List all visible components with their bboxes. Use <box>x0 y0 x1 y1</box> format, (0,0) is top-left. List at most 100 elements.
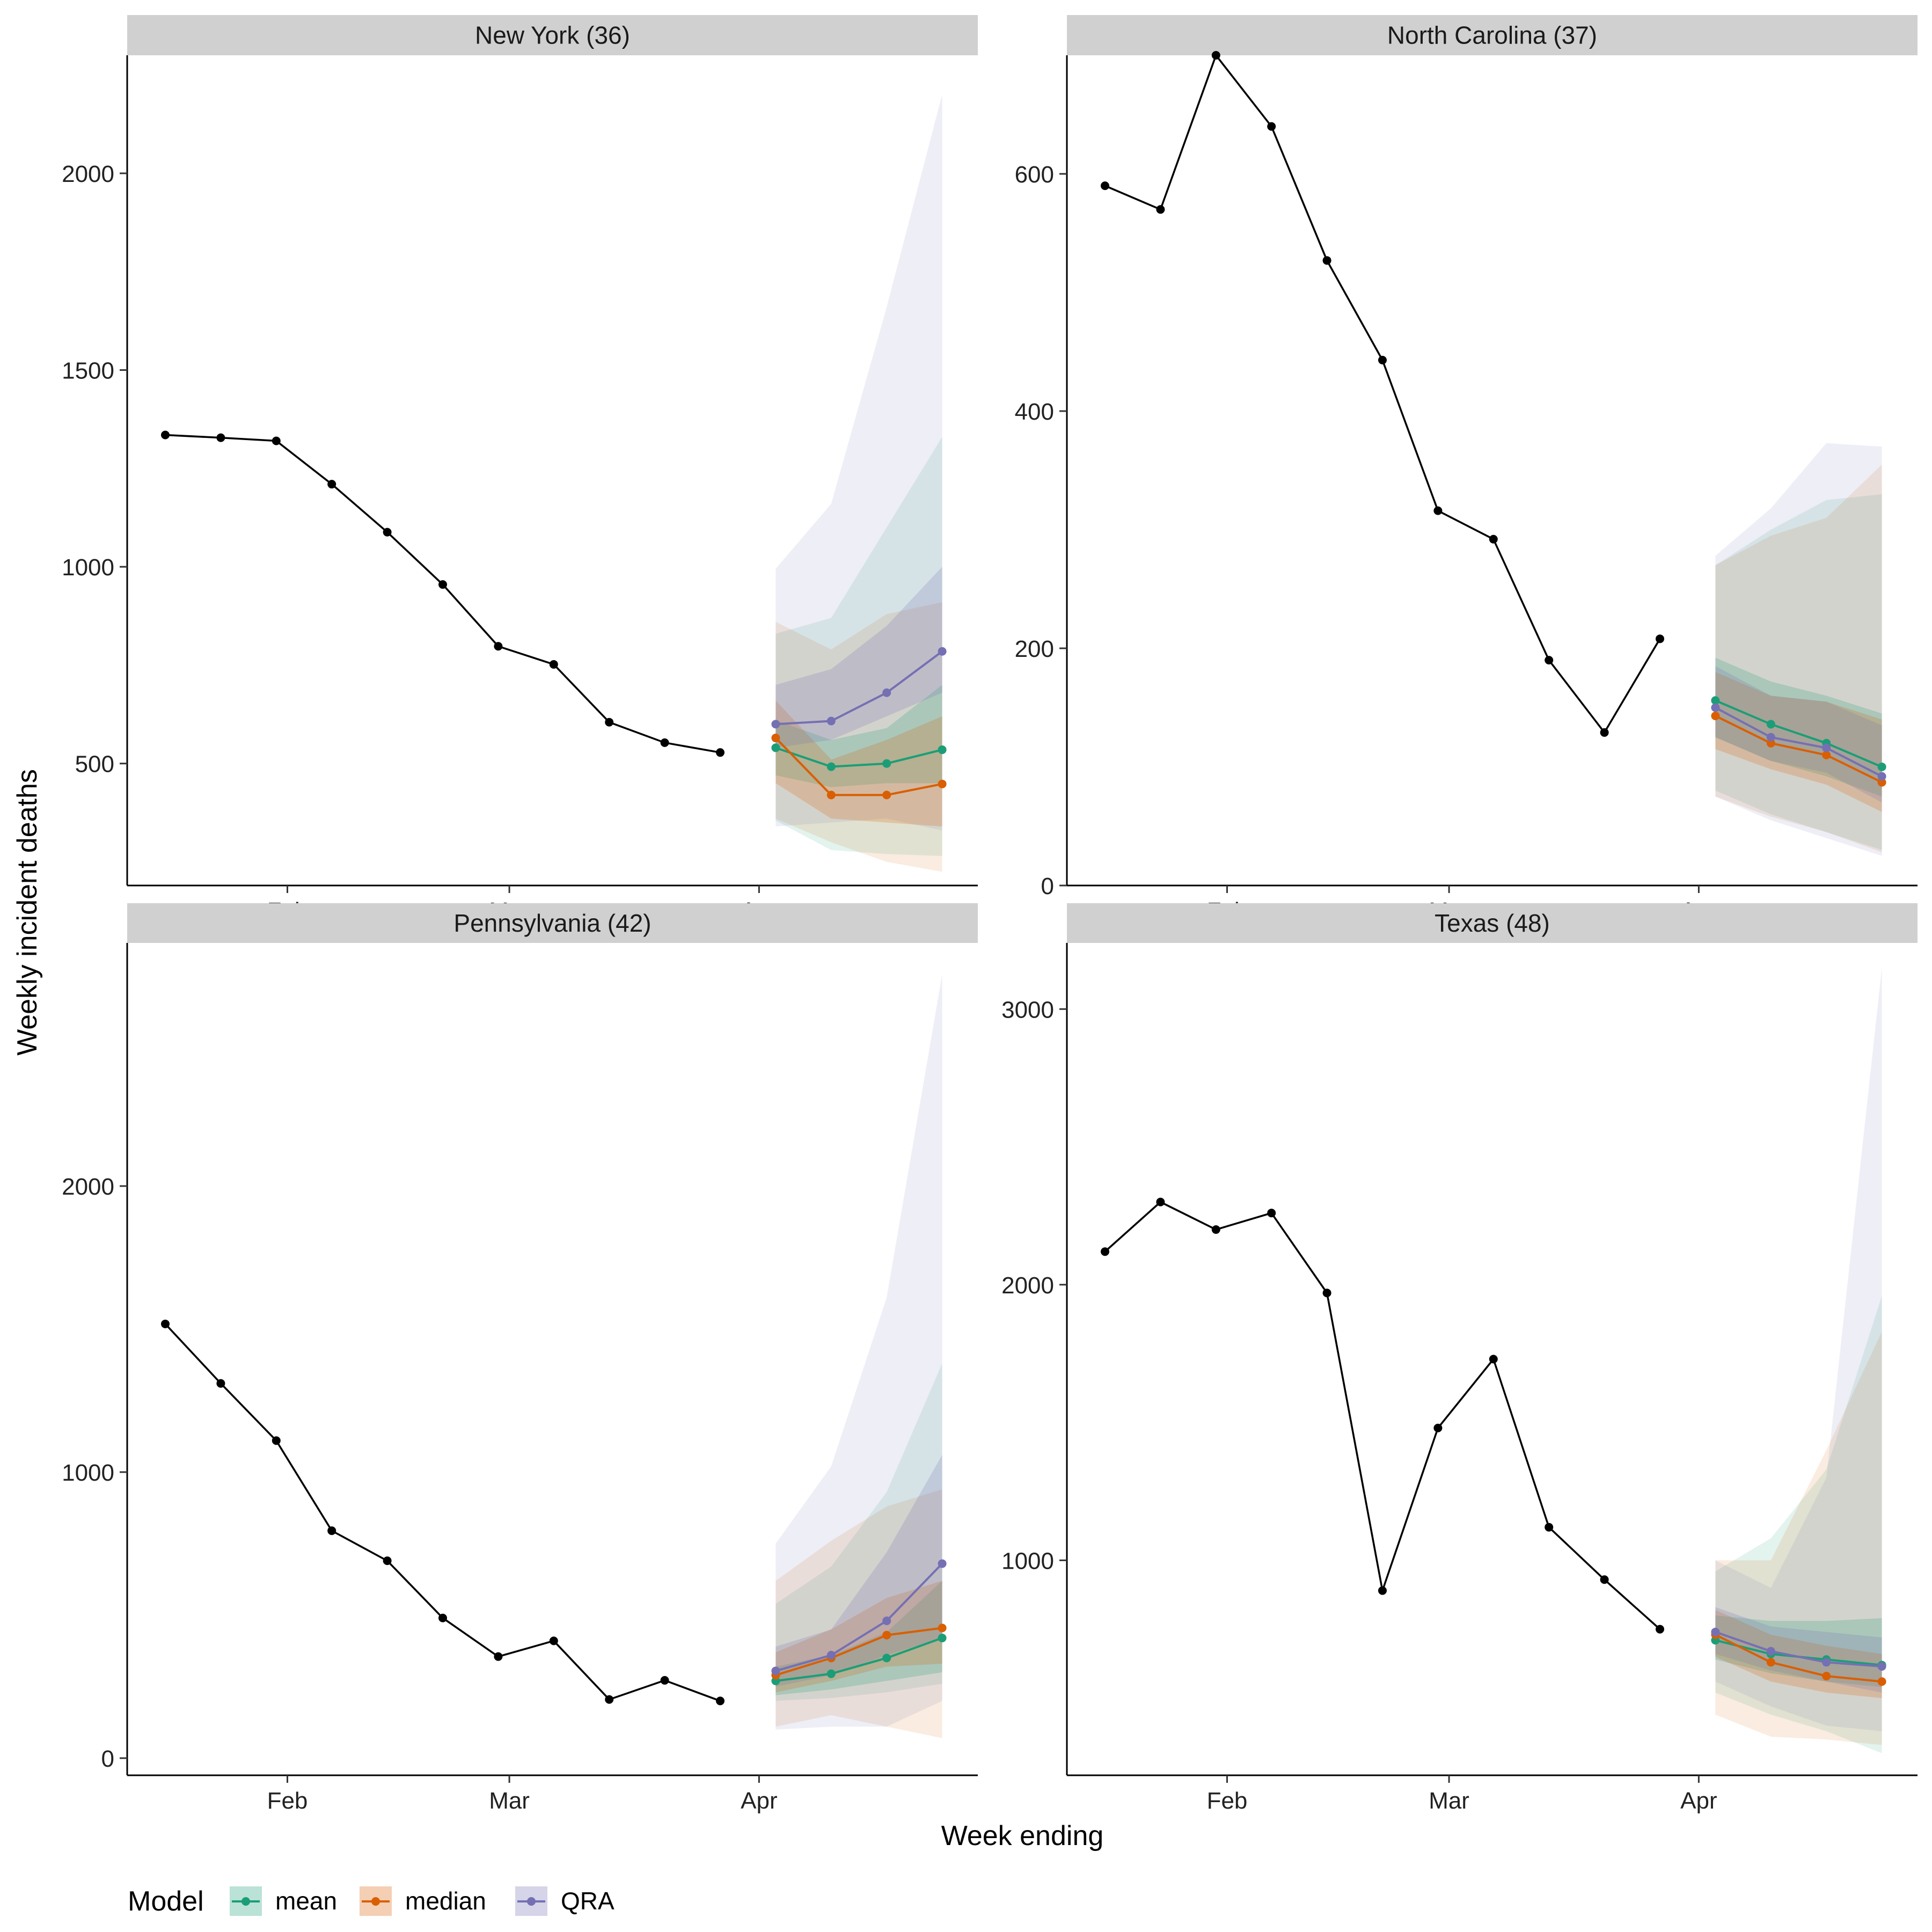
forecast-point-qra <box>1767 1647 1775 1656</box>
y-axis-label: Weekly incident deaths <box>12 769 43 1056</box>
observed-point <box>327 1526 336 1535</box>
observed-point <box>1267 122 1276 131</box>
observed-point <box>383 1556 392 1565</box>
y-tick-label: 400 <box>1015 399 1054 425</box>
forecast-point-qra <box>1822 1658 1831 1666</box>
observed-point <box>661 1676 669 1685</box>
forecast-point-qra <box>1822 744 1831 752</box>
x-tick-label: Apr <box>741 1788 777 1814</box>
forecast-point-qra <box>1711 1628 1719 1636</box>
y-tick-label: 1000 <box>1001 1548 1054 1574</box>
forecast-point-qra <box>827 1651 836 1659</box>
y-tick-label: 2000 <box>1001 1272 1054 1299</box>
facet-panel: New York (36)500100015002000FebMarApr <box>62 15 978 924</box>
forecast-point-mean <box>882 1653 891 1662</box>
observed-point <box>216 1379 225 1388</box>
observed-point <box>1156 1198 1165 1206</box>
observed-point <box>438 1614 447 1622</box>
observed-point <box>1489 535 1498 544</box>
facet-title: North Carolina (37) <box>1387 21 1597 49</box>
observed-point <box>1433 507 1442 515</box>
forecast-point-median <box>1711 712 1719 720</box>
observed-line <box>165 435 720 753</box>
observed-point <box>1545 1523 1553 1532</box>
observed-point <box>1156 205 1165 214</box>
observed-point <box>1433 1424 1442 1432</box>
x-tick-label: Mar <box>489 1788 530 1814</box>
observed-point <box>1656 634 1664 643</box>
facet-title: Texas (48) <box>1435 909 1550 937</box>
x-tick-label: Feb <box>1207 1788 1248 1814</box>
observed-point <box>272 437 281 445</box>
y-tick-label: 1000 <box>62 554 114 581</box>
observed-point <box>383 528 392 537</box>
legend-item-mean: mean <box>230 1886 337 1916</box>
observed-point <box>161 1320 170 1328</box>
observed-point <box>1600 728 1609 737</box>
observed-point <box>1212 1225 1220 1234</box>
x-tick-label: Mar <box>1429 1788 1469 1814</box>
observed-point <box>1378 356 1387 364</box>
forecast-point-qra <box>882 689 891 697</box>
observed-point <box>161 431 170 440</box>
observed-point <box>438 580 447 589</box>
observed-point <box>1101 1247 1109 1256</box>
observed-point <box>716 748 724 757</box>
forecast-point-mean <box>938 1634 947 1642</box>
observed-point <box>216 434 225 442</box>
y-tick-label: 2000 <box>62 161 114 187</box>
legend-key-point <box>241 1897 250 1906</box>
forecast-point-qra <box>771 1666 780 1675</box>
forecast-point-median <box>1767 1658 1775 1666</box>
observed-point <box>1656 1625 1664 1634</box>
y-tick-label: 3000 <box>1001 997 1054 1023</box>
y-tick-label: 0 <box>1041 873 1054 899</box>
legend: Model mean median QRA <box>128 1886 614 1917</box>
facet-panel: Pennsylvania (42) 0 1000 2000 Feb Mar Apr <box>62 903 978 1814</box>
y-tick-label: 600 <box>1015 162 1054 188</box>
observed-point <box>716 1696 724 1705</box>
forecast-point-qra <box>1711 704 1719 712</box>
forecast-point-mean <box>1767 720 1775 728</box>
observed-point <box>550 1636 558 1645</box>
y-tick-label: 1500 <box>62 358 114 384</box>
observed-point <box>1378 1586 1387 1595</box>
legend-title: Model <box>128 1886 204 1917</box>
observed-point <box>1600 1575 1609 1584</box>
forecast-point-mean <box>771 743 780 752</box>
y-tick-label: 500 <box>75 751 114 778</box>
observed-point <box>494 1652 502 1661</box>
observed-point <box>661 738 669 747</box>
forecast-point-qra <box>938 647 947 656</box>
observed-point <box>494 642 502 650</box>
y-tick-label: 2000 <box>62 1174 114 1200</box>
y-tick-label: 1000 <box>62 1460 114 1486</box>
legend-label: mean <box>275 1887 337 1915</box>
forecast-point-mean <box>827 1670 836 1678</box>
observed-point <box>1323 256 1331 265</box>
forecast-point-mean <box>827 763 836 771</box>
legend-key-point <box>527 1897 536 1906</box>
facet-title: New York (36) <box>475 21 630 49</box>
forecast-point-qra <box>1878 1662 1886 1671</box>
observed-point <box>605 1695 613 1704</box>
observed-point <box>1489 1355 1498 1364</box>
forecast-point-median <box>882 1631 891 1640</box>
forecast-point-median <box>1878 1677 1886 1686</box>
forecast-point-mean <box>882 759 891 768</box>
facet-panel: Texas (48) 1000 2000 3000 Feb Mar Apr <box>1001 903 1918 1814</box>
observed-point <box>1323 1289 1331 1297</box>
forecast-point-median <box>827 791 836 799</box>
observed-line <box>1105 55 1660 733</box>
x-tick-label: Feb <box>267 1788 308 1814</box>
y-tick-label: 200 <box>1015 636 1054 662</box>
forecast-point-median <box>771 734 780 742</box>
observed-point <box>1545 656 1553 664</box>
forecast-point-mean <box>938 745 947 754</box>
forecast-point-qra <box>771 720 780 728</box>
observed-point <box>605 718 613 727</box>
forecast-point-median <box>938 1624 947 1633</box>
observed-point <box>1101 181 1109 190</box>
facet-panel: North Carolina (37)0200400600FebMarApr <box>1015 15 1918 924</box>
